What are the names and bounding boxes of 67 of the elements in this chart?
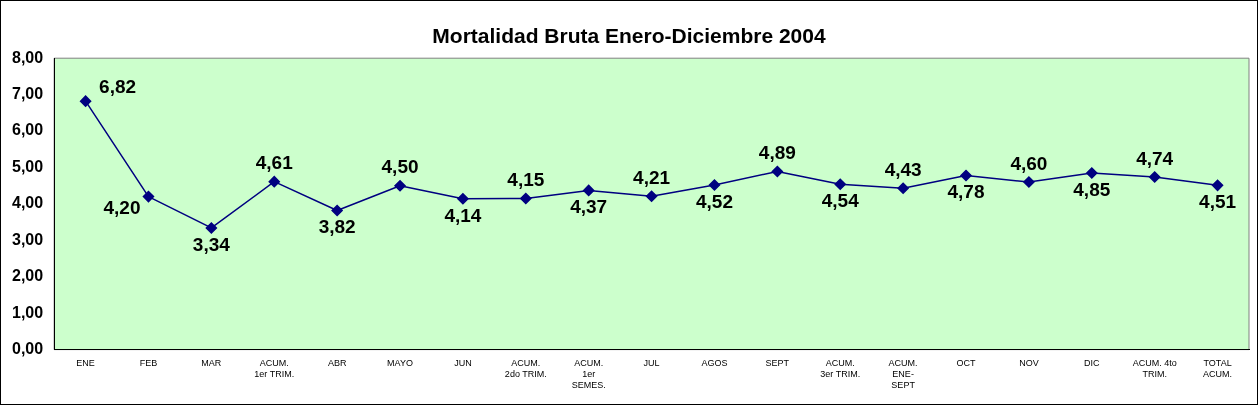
- point: [897, 182, 909, 194]
- text: 3,34: [192, 233, 230, 255]
- x-tick-label: SEPT: [765, 358, 790, 369]
- text: 4,74: [1136, 147, 1174, 169]
- text: 4,20: [103, 196, 141, 218]
- y-tick-label: 8,00: [12, 48, 44, 66]
- point: [960, 169, 972, 182]
- y-tick-label: 7,00: [12, 85, 44, 103]
- x-tick-label: DIC: [1084, 358, 1101, 369]
- text: 4,89: [758, 142, 796, 164]
- chart-title: Mortalidad Bruta Enero-Diciembre 2004: [432, 24, 826, 48]
- text: 4,14: [444, 204, 482, 226]
- x-tick-label: MAYO: [387, 358, 413, 369]
- x-tick-label: JUL: [643, 358, 660, 369]
- y-tick-label: 3,00: [12, 230, 44, 248]
- x-tick-label: ACUM. 1er TRIM.: [254, 358, 295, 380]
- point: [1148, 171, 1161, 183]
- text: 4,61: [255, 152, 293, 174]
- y-tick-label: 0,00: [12, 340, 44, 358]
- text: 4,15: [507, 169, 545, 191]
- text: 4,85: [1073, 178, 1111, 200]
- point: [1023, 176, 1035, 188]
- x-tick-label: ACUM. ENE- SEPT: [888, 358, 918, 391]
- text: 4,37: [570, 196, 608, 218]
- x-tick-label: ACUM. 3er TRIM.: [820, 358, 861, 380]
- text: 4,50: [381, 156, 419, 178]
- text: 3,82: [318, 216, 356, 238]
- x-tick-label: ACUM. 2do TRIM.: [504, 358, 547, 380]
- point: [520, 192, 532, 205]
- x-tick-label: FEB: [139, 358, 158, 369]
- point: [771, 165, 784, 178]
- text: 6,82: [99, 75, 137, 97]
- y-tick-label: 6,00: [12, 121, 44, 139]
- point: [79, 95, 92, 107]
- point: [1211, 179, 1224, 192]
- y-tick-label: 4,00: [12, 194, 44, 212]
- text: 4,51: [1199, 191, 1237, 213]
- x-tick-label: ENE: [76, 358, 95, 369]
- y-tick-label: 5,00: [12, 157, 44, 175]
- x-tick-label: TOTAL ACUM.: [1203, 358, 1233, 380]
- x-tick-label: ABR: [327, 358, 347, 369]
- point: [268, 175, 280, 188]
- x-tick-label: AGOS: [701, 358, 728, 369]
- x-tick-label: JUN: [454, 358, 472, 369]
- x-tick-label: NOV: [1019, 358, 1039, 369]
- point: [142, 190, 155, 203]
- y-tick-label: 1,00: [12, 303, 44, 321]
- x-tick-label: ACUM. 1er SEMES.: [571, 358, 606, 391]
- text: 4,54: [821, 189, 859, 211]
- point: [457, 193, 469, 205]
- point: [331, 204, 343, 217]
- point: [205, 222, 218, 234]
- point: [834, 178, 846, 190]
- point: [708, 179, 721, 191]
- x-tick-label: OCT: [956, 358, 977, 369]
- text: 4,60: [1010, 152, 1048, 174]
- text: 4,43: [884, 158, 922, 180]
- x-tick-label: MAR: [201, 358, 222, 369]
- point: [1086, 167, 1098, 179]
- point: [582, 184, 595, 197]
- point: [645, 190, 658, 202]
- y-tick-label: 2,00: [12, 267, 44, 285]
- point: [394, 179, 406, 192]
- x-tick-label: ACUM. 4to TRIM.: [1132, 358, 1177, 380]
- text: 4,52: [695, 190, 733, 212]
- text: 4,78: [947, 181, 985, 203]
- text: 4,21: [633, 166, 671, 188]
